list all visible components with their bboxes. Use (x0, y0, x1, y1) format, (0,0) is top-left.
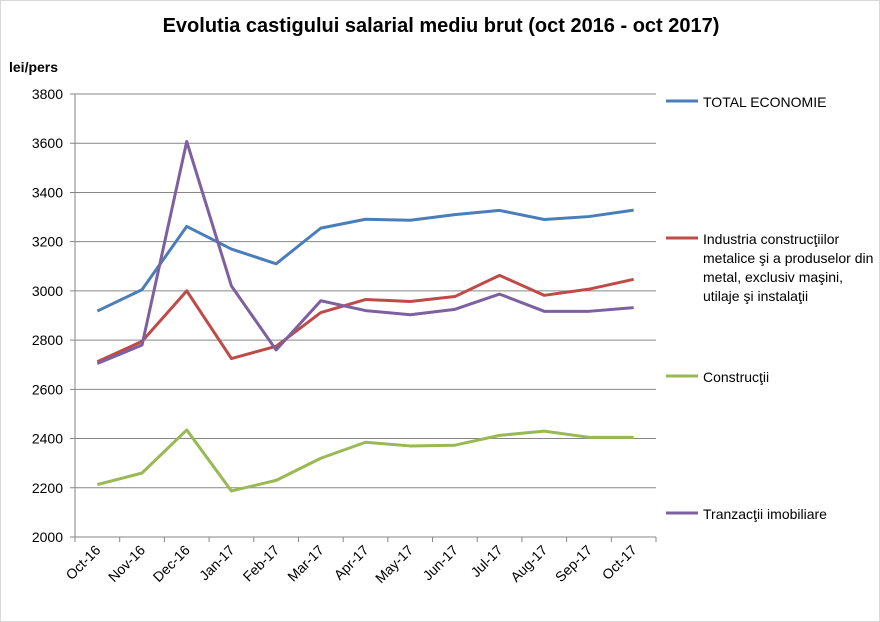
x-tick-label: Jun-17 (419, 542, 461, 584)
y-tick-label: 2200 (32, 480, 63, 496)
x-tick-label: Jan-17 (196, 542, 238, 584)
x-tick-label: Dec-16 (150, 542, 193, 585)
legend-total-economie: TOTAL ECONOMIE (703, 94, 827, 110)
y-tick-label: 3800 (32, 86, 63, 102)
legend-tranzactii: Tranzacţii imobiliare (703, 506, 827, 522)
series-line (96, 428, 634, 493)
x-tick-label: Feb-17 (240, 542, 283, 585)
series-line (96, 139, 634, 365)
x-tick-label: Jul-17 (467, 542, 505, 580)
x-tick-label: May-17 (372, 542, 416, 586)
y-tick-label: 2600 (32, 381, 63, 397)
x-tick-label: Mar-17 (284, 542, 327, 585)
x-tick-label: Aug-17 (507, 542, 550, 585)
x-tick-label: Sep-17 (552, 542, 595, 585)
y-tick-label: 2400 (32, 431, 63, 447)
x-tick-label: Nov-16 (105, 542, 148, 585)
legend-constructii: Construcţii (703, 369, 770, 385)
y-tick-label: 3600 (32, 135, 63, 151)
x-tick-label: Oct-17 (599, 542, 640, 583)
y-tick-label: 2800 (32, 332, 63, 348)
y-axis-label: lei/pers (9, 59, 59, 75)
series-line (96, 273, 634, 364)
y-tick-label: 3200 (32, 234, 63, 250)
x-tick-label: Apr-17 (331, 542, 372, 583)
y-tick-label: 2000 (32, 529, 63, 545)
y-tick-label: 3000 (32, 283, 63, 299)
chart-title: Evolutia castigului salarial mediu brut … (162, 15, 720, 37)
y-tick-label: 3400 (32, 184, 63, 200)
legend-industria: Industria construcţiilor metalice şi a p… (703, 231, 874, 304)
x-tick-label: Oct-16 (62, 542, 103, 583)
series-line (96, 208, 634, 313)
